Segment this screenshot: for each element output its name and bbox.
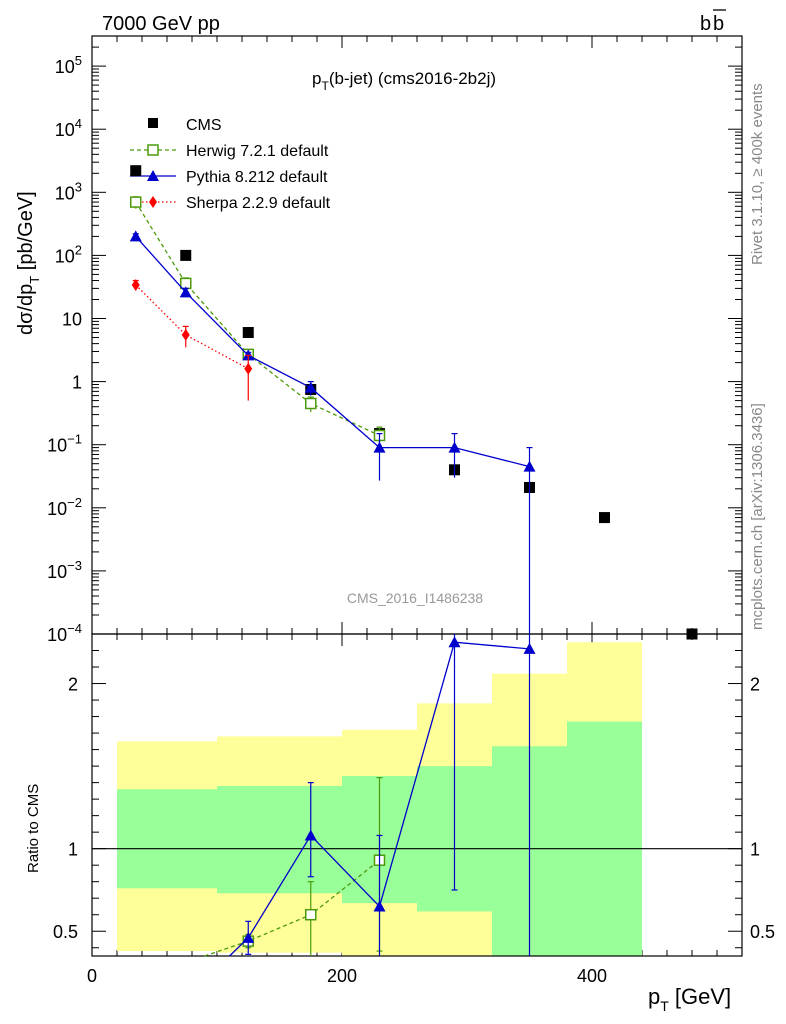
data-point [448,441,461,453]
process-label-base: b [700,13,711,35]
analysis-watermark: CMS_2016_I1486238 [347,590,483,606]
data-point [242,327,254,339]
top-panel: 10−4 10−3 10−2 10−1 1 10 102 103 104 105 [47,35,743,956]
data-point [130,196,142,208]
ratio-series-2 [229,634,536,957]
xlabel-sub: T [660,998,669,1014]
ratio-point [304,829,317,841]
data-point [305,397,317,410]
plot-title: pT(b-jet) (cms2016-2b2j) [312,69,496,93]
series-2 [129,230,536,634]
legend-entry-cms: CMS [148,117,222,134]
series-3 [131,278,253,401]
data-point [179,286,192,298]
y-tick-label-bottom: 0.5 [53,922,78,942]
data-point [180,249,192,261]
legend-marker-herwig [147,144,159,156]
ratio-point [523,642,536,654]
y-tick-label-top: 10−1 [47,432,82,456]
uncertainty-band-inner [567,721,642,956]
series-line [135,235,530,468]
mcplots-label: mcplots.cern.ch [arXiv:1306.3436] [749,403,766,630]
legend-entry-sherpa: Sherpa 2.2.9 default [130,195,331,212]
x-tick-label: 0 [87,966,97,986]
ylabel-sub: T [27,276,42,284]
legend: CMS Herwig 7.2.1 default Pythia 8.212 de… [130,117,331,212]
series-line [135,201,380,437]
series-line [135,284,249,370]
uncertainty-band-inner [217,785,342,894]
xlabel-main: p [648,984,660,1009]
title-sub: T [321,79,329,93]
title-main: p [312,69,321,88]
data-point [523,460,536,472]
y-tick-label-top: 10−4 [47,621,82,645]
series-1 [130,196,386,448]
legend-marker-pythia [147,170,159,181]
y-tick-label-bottom-right: 1 [750,840,760,860]
data-point [181,328,190,341]
y-axis-label-bottom: Ratio to CMS [25,784,42,873]
y-tick-label-top: 10 [62,310,82,330]
y-tick-label-bottom-right: 0.5 [750,922,775,942]
ylabel-main: dσ/dp [15,284,37,335]
ratio-point [448,636,461,648]
legend-label-sherpa: Sherpa 2.2.9 default [186,195,331,212]
collider-label: 7000 GeV pp [102,13,220,35]
data-point [129,230,142,242]
title-rest: (b-jet) (cms2016-2b2j) [329,69,496,88]
legend-label-cms: CMS [186,117,222,134]
ratio-panel: 0 200 400 0.5 0.5 1 1 2 2 [53,633,775,986]
x-axis-label: pT [GeV] [648,984,731,1014]
y-tick-label-bottom: 1 [68,840,78,860]
y-tick-label-top: 1 [72,373,82,393]
data-point [244,362,253,375]
x-tick-label: 400 [577,966,607,986]
series-0 [130,165,698,640]
legend-entry-pythia: Pythia 8.212 default [130,169,328,186]
uncertainty-band-inner [117,789,217,889]
legend-marker-cms [148,118,158,128]
data-point [304,381,317,393]
y-tick-label-top: 105 [55,53,82,77]
process-label-bar: b [713,13,724,35]
legend-label-herwig: Herwig 7.2.1 default [186,143,329,160]
data-point [130,165,142,177]
data-point [131,278,140,291]
y-tick-label-top: 10−2 [47,495,82,519]
legend-marker-sherpa [149,196,157,208]
y-axis-label-top: dσ/dpT [pb/GeV] [15,191,42,335]
x-tick-label: 200 [327,966,357,986]
data-point [599,512,610,524]
rivet-label: Rivet 3.1.10, ≥ 400k events [749,83,766,265]
ratio-line [204,859,380,957]
legend-entry-herwig: Herwig 7.2.1 default [130,143,329,160]
y-tick-label-top: 103 [55,179,82,203]
ratio-point [242,931,255,943]
process-label: b b [700,9,726,35]
bottom-frame [91,633,743,957]
xlabel-rest: [GeV] [669,984,731,1009]
y-tick-label-bottom-right: 2 [750,675,760,695]
y-tick-label-top: 104 [55,116,82,140]
y-tick-label-top: 102 [55,242,82,266]
ratio-point [305,908,317,921]
ylabel-rest: [pb/GeV] [15,191,37,276]
y-tick-label-bottom: 2 [68,675,78,695]
legend-label-pythia: Pythia 8.212 default [186,169,328,186]
data-point [373,441,386,453]
ratio-point [373,900,386,912]
y-tick-label-top: 10−3 [47,558,82,582]
